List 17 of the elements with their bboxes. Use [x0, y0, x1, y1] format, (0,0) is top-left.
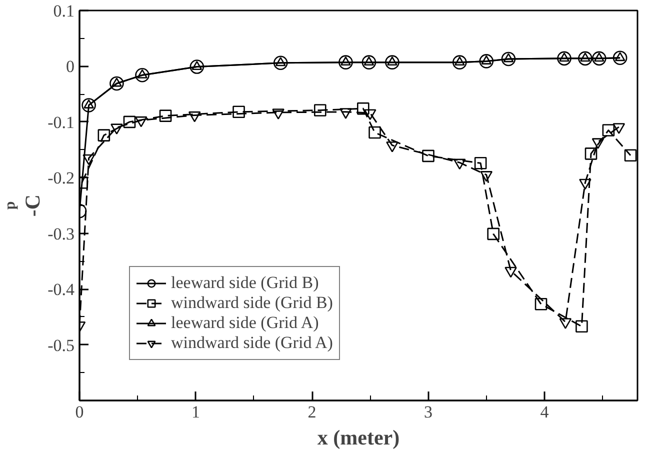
legend-label: leeward side (Grid B) — [171, 273, 319, 293]
legend-label: windward side (Grid A) — [171, 333, 333, 353]
y-tick-label: -0.1 — [48, 112, 75, 132]
y-tick-label: -0.3 — [48, 224, 75, 244]
x-tick-label: 4 — [540, 402, 550, 422]
y-tick-label: -0.4 — [48, 280, 75, 300]
x-tick-label: 1 — [192, 402, 200, 422]
x-tick-label: 3 — [424, 402, 432, 422]
legend-label: leeward side (Grid A) — [171, 313, 319, 333]
y-tick-label: -0.2 — [48, 168, 75, 188]
y-axis-title: -Cp — [2, 194, 44, 217]
y-tick-label: 0.1 — [53, 2, 74, 20]
y-tick-label: -0.5 — [48, 336, 75, 355]
x-tick-label: 2 — [308, 402, 316, 422]
x-axis-title: x (meter) — [317, 426, 400, 450]
legend-label: windward side (Grid B) — [171, 293, 333, 313]
y-tick-label: 0 — [66, 57, 74, 76]
